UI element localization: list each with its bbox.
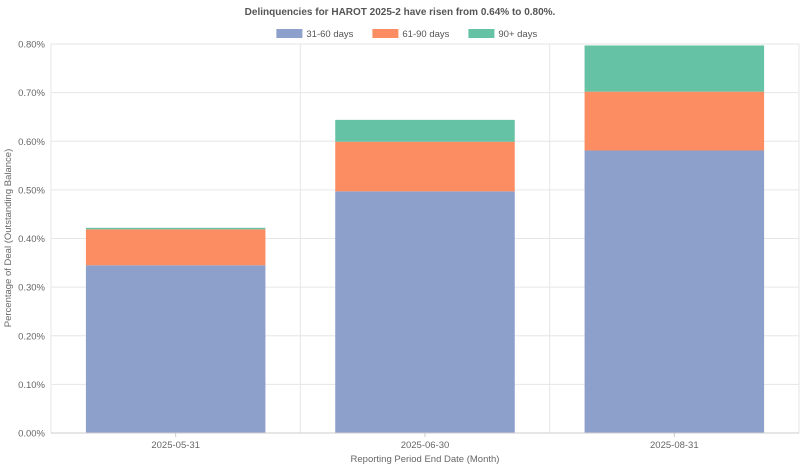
- y-axis-title: Percentage of Deal (Outstanding Balance): [3, 149, 14, 328]
- x-axis-title: Reporting Period End Date (Month): [351, 454, 500, 465]
- y-tick-label: 0.30%: [18, 283, 45, 294]
- legend: 31-60 days 61-90 days 90+ days: [276, 29, 537, 40]
- legend-swatch-61-90-days: [372, 29, 399, 38]
- x-tick-label: 2025-08-31: [650, 440, 699, 451]
- y-tick-label: 0.70%: [18, 88, 45, 99]
- x-tick-label: 2025-05-31: [151, 440, 200, 451]
- bar-segment-61-90-days: [335, 141, 515, 192]
- x-tick-label: 2025-06-30: [401, 440, 450, 451]
- bar-segment-31-60-days: [85, 265, 266, 433]
- legend-swatch-31-60-days: [276, 29, 303, 38]
- y-tick-label: 0.60%: [18, 137, 45, 148]
- y-tick-label: 0.40%: [18, 234, 45, 245]
- bar-segment-31-60-days: [335, 191, 515, 433]
- y-tick-label: 0.80%: [18, 40, 45, 51]
- bar-segment-61-90-days: [85, 229, 266, 266]
- y-tick-label: 0.50%: [18, 185, 45, 196]
- bars: [85, 45, 765, 433]
- bar-segment-61-90-days: [584, 91, 765, 151]
- bar-segment-90-days: [335, 119, 515, 142]
- chart-title: Delinquencies for HAROT 2025-2 have rise…: [245, 7, 556, 18]
- bar-segment-31-60-days: [584, 150, 765, 433]
- y-tick-label: 0.20%: [18, 331, 45, 342]
- axes: 0.00% 0.10% 0.20% 0.30% 0.40% 0.50% 0.60% 0.70%…: [18, 40, 799, 451]
- legend-swatch-90-days: [468, 29, 495, 38]
- legend-label-90-days: 90+ days: [498, 29, 537, 40]
- bar-segment-90-days: [584, 45, 765, 92]
- legend-label-61-90-days: 61-90 days: [402, 29, 449, 40]
- legend-label-31-60-days: 31-60 days: [306, 29, 353, 40]
- y-tick-label: 0.10%: [18, 380, 45, 391]
- y-tick-label: 0.00%: [18, 429, 45, 440]
- bar-segment-90-days: [85, 227, 266, 230]
